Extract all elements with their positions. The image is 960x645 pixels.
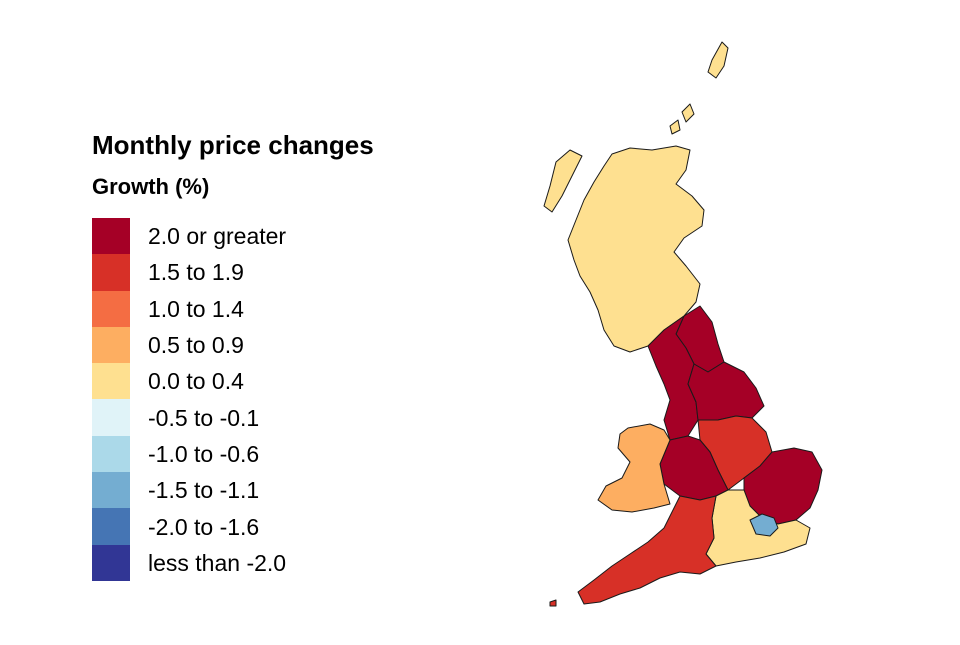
legend-item: -1.5 to -1.1	[92, 472, 374, 509]
legend-swatch	[92, 544, 130, 581]
legend-item: 2.0 or greater	[92, 218, 374, 255]
region-wales	[597, 423, 671, 513]
legend-label: 1.5 to 1.9	[148, 259, 244, 286]
legend-label: 0.5 to 0.9	[148, 332, 244, 359]
legend-swatch	[92, 508, 130, 545]
legend-label: -1.0 to -0.6	[148, 440, 260, 467]
legend-label: -1.5 to -1.1	[148, 477, 260, 504]
map-legend: Monthly price changes Growth (%) 2.0 or …	[92, 128, 374, 581]
legend-item: less than -2.0	[92, 544, 374, 581]
region-scotland-islands	[669, 41, 729, 135]
legend-swatch	[92, 435, 130, 473]
region-london	[749, 513, 779, 537]
region-yorkshire-humber	[687, 361, 765, 421]
region-scotland-hebrides	[543, 149, 583, 213]
legend-item: 1.5 to 1.9	[92, 254, 374, 291]
legend-swatch	[92, 218, 130, 255]
legend-label: 1.0 to 1.4	[148, 295, 244, 322]
legend-label: -2.0 to -1.6	[148, 513, 260, 540]
legend-item: 1.0 to 1.4	[92, 290, 374, 327]
legend-item: -0.5 to -0.1	[92, 399, 374, 436]
region-scilly	[549, 599, 557, 607]
legend-items: 2.0 or greater 1.5 to 1.9 1.0 to 1.4 0.5…	[92, 218, 374, 581]
legend-label: 2.0 or greater	[148, 223, 287, 250]
legend-label: less than -2.0	[148, 549, 287, 576]
legend-label: -0.5 to -0.1	[148, 404, 260, 431]
legend-swatch	[92, 326, 130, 364]
legend-swatch	[92, 472, 130, 509]
legend-swatch	[92, 254, 130, 291]
legend-title: Monthly price changes	[92, 130, 374, 160]
legend-swatch	[92, 363, 130, 400]
legend-item: 0.0 to 0.4	[92, 363, 374, 400]
legend-swatch	[92, 290, 130, 327]
legend-item: 0.5 to 0.9	[92, 326, 374, 364]
legend-subtitle: Growth (%)	[92, 174, 210, 199]
legend-item: -2.0 to -1.6	[92, 508, 374, 545]
region-south-west	[577, 495, 717, 605]
legend-item: -1.0 to -0.6	[92, 435, 374, 473]
legend-label: 0.0 to 0.4	[148, 368, 244, 395]
legend-swatch	[92, 399, 130, 436]
